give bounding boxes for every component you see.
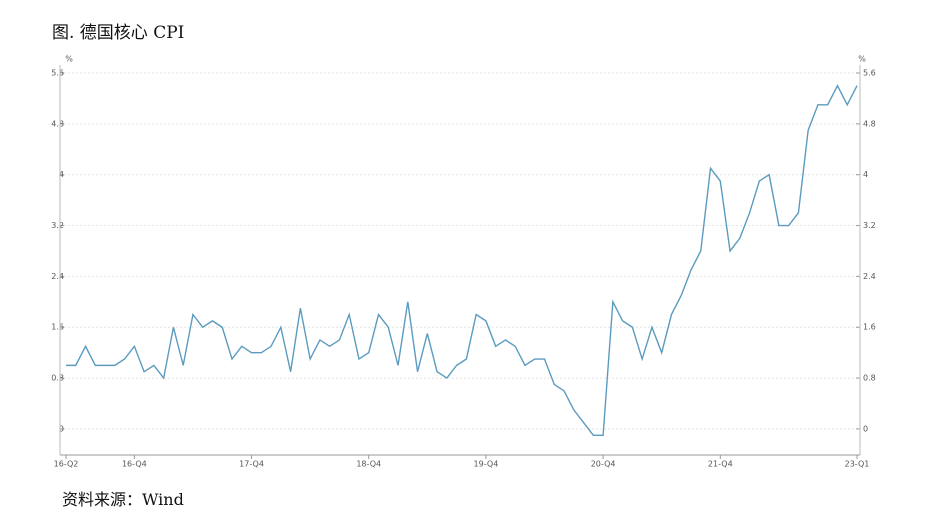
y2-tick-label: 3.2 xyxy=(863,221,876,230)
x-tick-label: 20-Q4 xyxy=(591,460,616,469)
source-note: 资料来源：Wind xyxy=(62,490,184,509)
y2-tick-label: 0 xyxy=(863,424,868,433)
data-line xyxy=(66,84,858,436)
y2-tick-label: 2.4 xyxy=(863,272,876,281)
y2-tick-label: 4.8 xyxy=(863,119,876,128)
y-tick-label: 0 xyxy=(59,424,64,433)
y2-tick-label: 4 xyxy=(863,170,868,179)
chart-title: 图. 德国核心 CPI xyxy=(52,23,185,43)
y-tick-label: 4 xyxy=(59,170,64,179)
y2-tick-label: 0.8 xyxy=(863,374,876,383)
y-tick-label: 1.6 xyxy=(51,323,64,332)
x-tick-label: 16-Q2 xyxy=(54,460,79,469)
x-tick-label: 17-Q4 xyxy=(239,460,264,469)
x-tick-label: 19-Q4 xyxy=(474,460,499,469)
y-axis-unit: % xyxy=(65,55,73,64)
x-tick-label: 21-Q4 xyxy=(708,460,733,469)
x-tick-label: 16-Q4 xyxy=(122,460,147,469)
y-tick-label: 0.8 xyxy=(51,374,64,383)
y2-tick-label: 5.6 xyxy=(863,69,876,78)
y-tick-label: 3.2 xyxy=(51,221,64,230)
y2-tick-label: 1.6 xyxy=(863,323,876,332)
y-tick-label: 2.4 xyxy=(51,272,64,281)
x-tick-label: 18-Q4 xyxy=(356,460,381,469)
x-tick-label: 23-Q1 xyxy=(845,460,870,469)
y-tick-label: 5.6 xyxy=(51,69,64,78)
y-tick-label: 4.8 xyxy=(51,119,64,128)
y2-axis-unit: % xyxy=(858,55,866,64)
